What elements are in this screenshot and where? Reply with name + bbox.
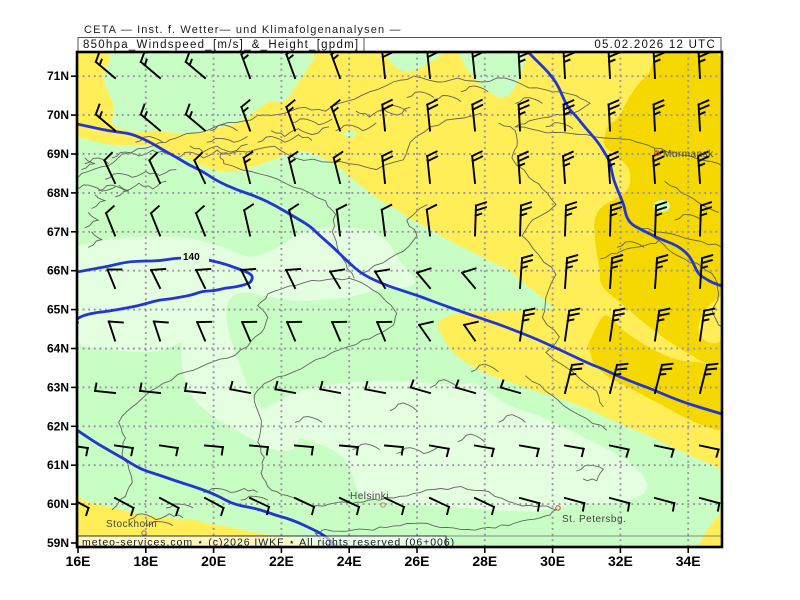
- svg-text:30E: 30E: [540, 553, 565, 569]
- svg-text:Stockholm: Stockholm: [106, 519, 157, 530]
- svg-text:Murmansk: Murmansk: [663, 149, 714, 160]
- svg-text:66N: 66N: [47, 264, 69, 278]
- svg-text:140: 140: [183, 252, 200, 263]
- svg-text:28E: 28E: [472, 553, 497, 569]
- svg-text:18E: 18E: [133, 553, 158, 569]
- svg-text:16E: 16E: [66, 553, 91, 569]
- svg-text:22E: 22E: [269, 553, 294, 569]
- svg-text:69N: 69N: [47, 147, 69, 161]
- svg-text:64N: 64N: [47, 342, 69, 356]
- svg-text:24E: 24E: [337, 553, 362, 569]
- svg-text:32E: 32E: [608, 553, 633, 569]
- svg-text:60N: 60N: [47, 497, 69, 511]
- svg-text:05.02.2026 12 UTC: 05.02.2026 12 UTC: [594, 39, 716, 51]
- svg-text:Helsinki: Helsinki: [350, 491, 389, 502]
- svg-text:St. Petersbg.: St. Petersbg.: [562, 514, 626, 525]
- svg-text:68N: 68N: [47, 186, 69, 200]
- svg-text:67N: 67N: [47, 225, 69, 239]
- svg-text:meteo-services.com ⋆ (c)2026 I: meteo-services.com ⋆ (c)2026 IWKF ⋆ All …: [82, 537, 455, 549]
- svg-text:61N: 61N: [47, 458, 69, 472]
- svg-text:71N: 71N: [47, 69, 69, 83]
- svg-text:63N: 63N: [47, 380, 69, 394]
- svg-text:20E: 20E: [201, 553, 226, 569]
- svg-text:26E: 26E: [405, 553, 430, 569]
- svg-text:70N: 70N: [47, 108, 69, 122]
- svg-text:34E: 34E: [676, 553, 701, 569]
- svg-text:65N: 65N: [47, 303, 69, 317]
- svg-text:CETA — Inst. f. Wetter— und Kl: CETA — Inst. f. Wetter— und Klimafolgena…: [84, 24, 402, 36]
- svg-text:59N: 59N: [47, 536, 69, 550]
- svg-text:62N: 62N: [47, 419, 69, 433]
- svg-text:850hpa_Windspeed_[m/s]_&_Heigh: 850hpa_Windspeed_[m/s]_&_Height_[gpdm]: [83, 39, 359, 51]
